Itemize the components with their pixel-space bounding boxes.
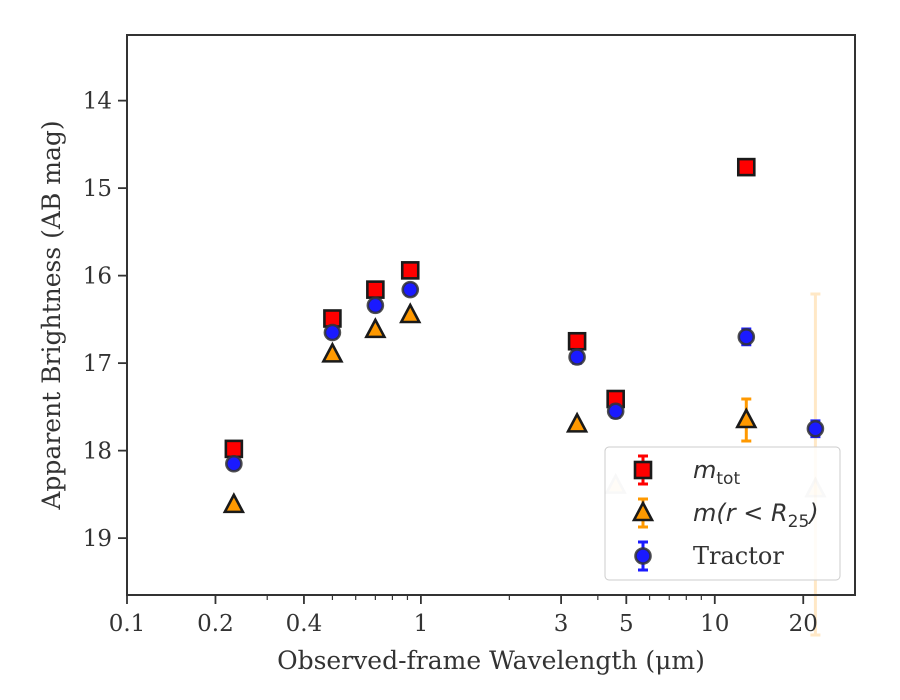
legend-marker: [633, 460, 653, 480]
data-point: [568, 348, 586, 366]
x-tick-label: 10: [700, 611, 729, 637]
data-point: [736, 157, 756, 177]
y-tick-label: 19: [83, 526, 112, 552]
legend-label: Tractor: [693, 542, 784, 570]
y-tick-label: 17: [83, 351, 112, 377]
x-axis-label: Observed-frame Wavelength (μm): [277, 646, 705, 675]
data-point: [735, 407, 758, 429]
data-point: [224, 439, 244, 459]
data-point: [606, 402, 625, 421]
legend-label: mtot: [693, 456, 740, 489]
series-2: [225, 280, 825, 473]
legend-frame: [604, 446, 841, 581]
x-tick-label: 5: [619, 611, 634, 637]
x-axis: 0.1 0.2 0.4 1 3 5 10 20: [109, 595, 818, 637]
data-point: [222, 492, 246, 514]
y-tick-label: 18: [83, 439, 112, 465]
y-tick-label: 16: [83, 264, 112, 290]
data-marks: [222, 157, 827, 637]
data-point: [366, 296, 385, 315]
data-point: [366, 280, 385, 299]
y-axis: 14 15 16 17 18 19: [83, 89, 127, 552]
data-point: [364, 317, 387, 339]
legend-marker: [634, 547, 652, 565]
legend-label: m(r < R25): [693, 499, 819, 532]
data-point: [400, 261, 420, 280]
legend: mtot m(r < R25) Tractor: [604, 446, 841, 581]
data-point: [565, 411, 589, 433]
y-axis-label: Apparent Brightness (AB mag): [37, 120, 66, 510]
y-tick-label: 14: [83, 89, 112, 115]
data-point: [737, 328, 756, 346]
data-point: [401, 280, 420, 299]
y-tick-label: 15: [83, 176, 112, 202]
x-tick-label: 20: [789, 611, 818, 637]
x-tick-label: 0.1: [109, 611, 146, 637]
data-point: [567, 331, 587, 351]
x-tick-label: 1: [414, 611, 429, 637]
data-point: [323, 323, 342, 342]
data-point: [225, 454, 243, 473]
legend-marker: [631, 500, 655, 522]
x-tick-label: 3: [554, 611, 569, 637]
data-point: [399, 302, 422, 324]
plot-frame: [126, 34, 856, 596]
data-point: [321, 341, 344, 363]
data-point: [806, 419, 825, 438]
x-tick-label: 0.2: [197, 611, 234, 637]
x-tick-label: 0.4: [286, 611, 323, 637]
